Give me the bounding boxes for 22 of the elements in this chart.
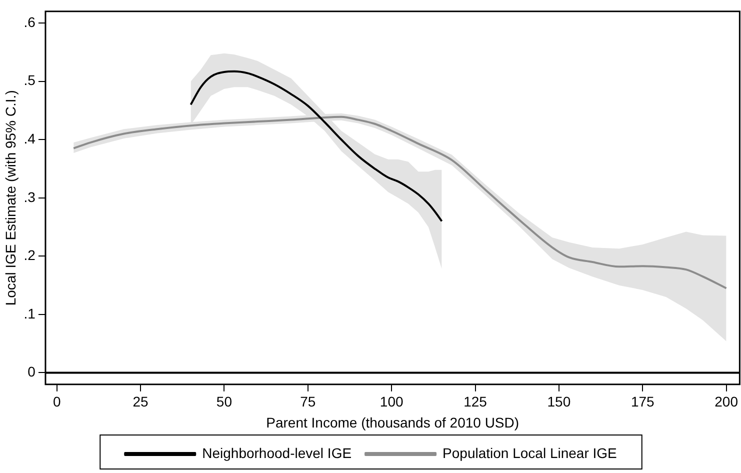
y-tick-label: .1 <box>24 305 36 322</box>
x-tick-label: 200 <box>714 394 738 410</box>
y-axis-title: Local IGE Estimate (with 95% C.I.) <box>2 90 18 306</box>
line-series <box>190 70 443 222</box>
x-tick-label: 100 <box>380 394 404 410</box>
x-tick-label: 0 <box>52 394 61 410</box>
legend-label: Neighborhood-level IGE <box>202 444 352 461</box>
x-tick-label: 25 <box>132 394 149 410</box>
x-tick-label: 175 <box>630 394 655 410</box>
x-tick-label: 150 <box>547 394 571 410</box>
y-tick-label: 0 <box>28 364 36 380</box>
y-tick-label: .2 <box>24 247 36 264</box>
y-tick-label: .3 <box>24 188 36 205</box>
line-series <box>72 116 728 290</box>
legend-label: Population Local Linear IGE <box>442 444 617 461</box>
y-tick-label: .6 <box>24 14 36 30</box>
y-tick-label: .4 <box>24 130 36 146</box>
y-tick-label: .5 <box>24 72 36 88</box>
x-tick-label: 125 <box>464 394 488 410</box>
x-tick-label: 50 <box>216 394 232 410</box>
x-axis-title: Parent Income (thousands of 2010 USD) <box>266 414 520 430</box>
x-tick-label: 75 <box>300 394 316 410</box>
